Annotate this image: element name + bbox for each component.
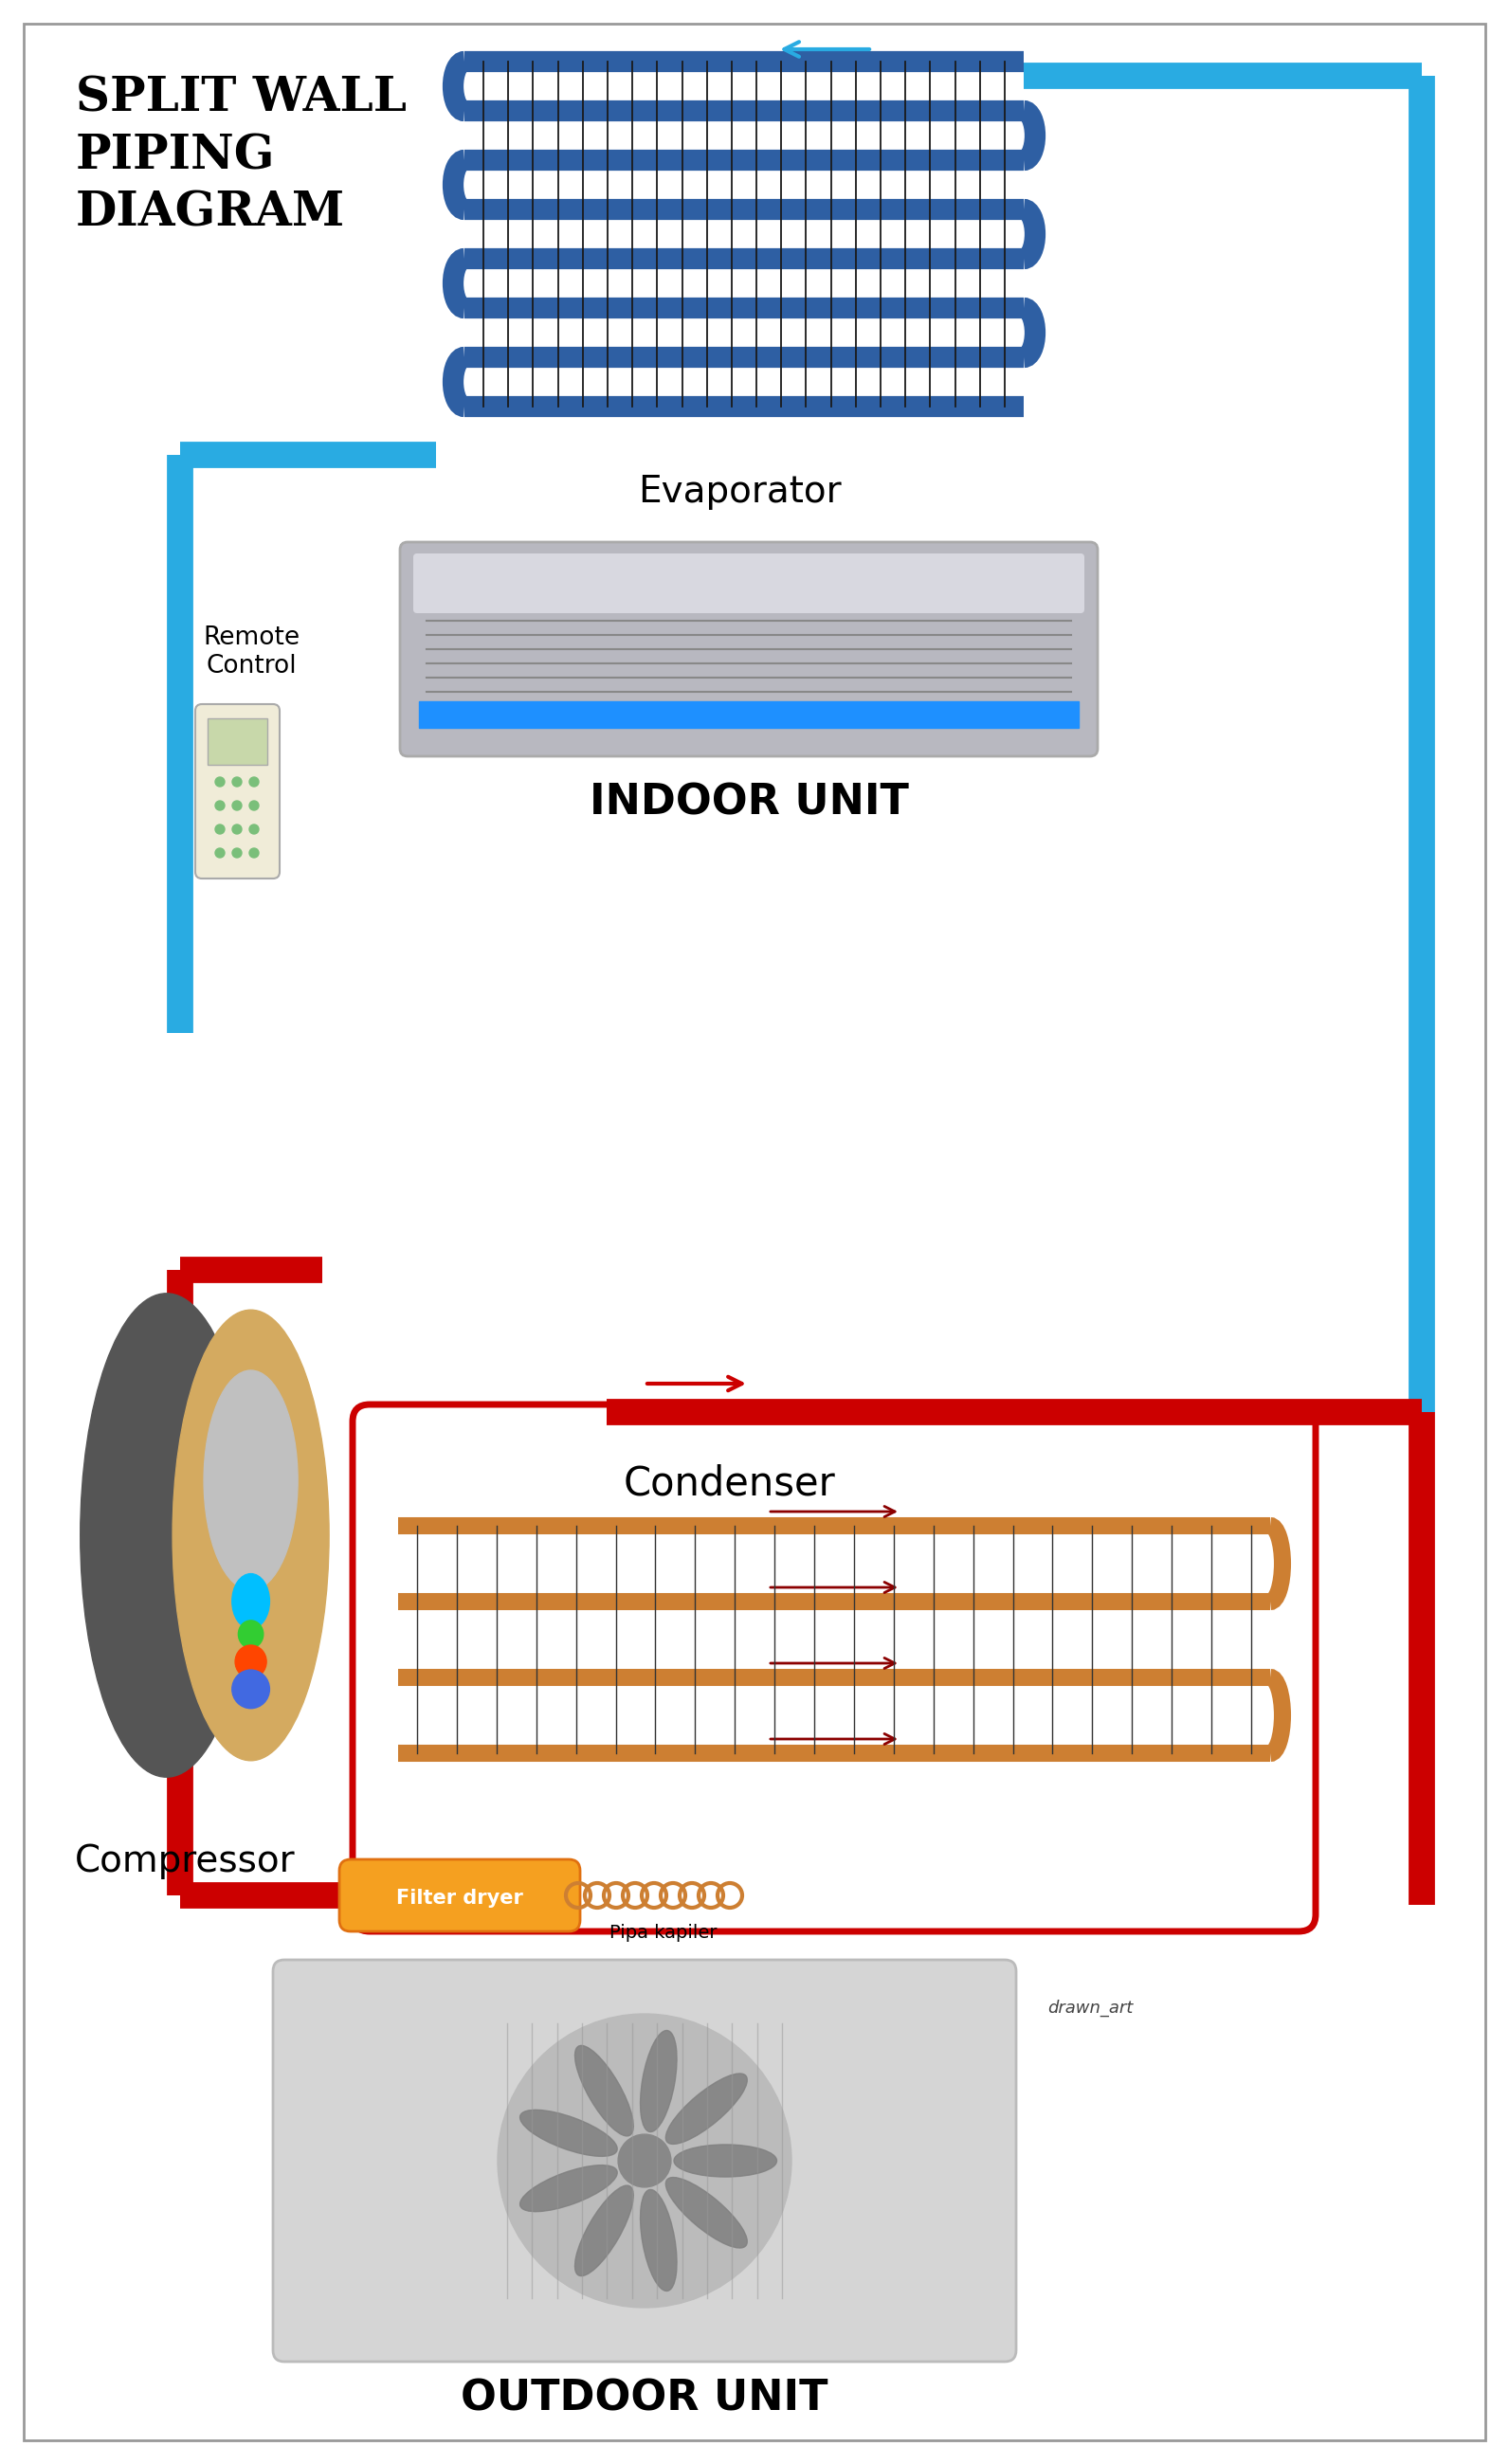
Text: Remote
Control: Remote Control bbox=[202, 626, 300, 678]
Circle shape bbox=[216, 848, 225, 857]
Circle shape bbox=[619, 2134, 672, 2188]
Circle shape bbox=[232, 848, 241, 857]
Circle shape bbox=[249, 776, 258, 786]
Ellipse shape bbox=[665, 2075, 747, 2144]
FancyBboxPatch shape bbox=[24, 25, 1485, 2439]
Ellipse shape bbox=[232, 1574, 270, 1629]
Text: Condenser: Condenser bbox=[623, 1464, 836, 1503]
Text: Filter dryer: Filter dryer bbox=[397, 1890, 524, 1907]
Circle shape bbox=[249, 825, 258, 833]
Ellipse shape bbox=[80, 1294, 252, 1777]
Ellipse shape bbox=[238, 1621, 263, 1648]
FancyBboxPatch shape bbox=[273, 1959, 1016, 2361]
FancyBboxPatch shape bbox=[195, 705, 279, 880]
Ellipse shape bbox=[575, 2186, 634, 2277]
Circle shape bbox=[232, 801, 241, 811]
Ellipse shape bbox=[575, 2045, 634, 2136]
Ellipse shape bbox=[172, 1311, 329, 1762]
Ellipse shape bbox=[235, 1646, 267, 1678]
Ellipse shape bbox=[665, 2178, 747, 2247]
Ellipse shape bbox=[675, 2144, 777, 2176]
Circle shape bbox=[249, 848, 258, 857]
Circle shape bbox=[249, 801, 258, 811]
Text: drawn_art: drawn_art bbox=[1047, 2001, 1133, 2018]
Circle shape bbox=[498, 2013, 791, 2309]
Ellipse shape bbox=[521, 2109, 617, 2156]
Text: INDOOR UNIT: INDOOR UNIT bbox=[589, 781, 908, 823]
FancyBboxPatch shape bbox=[413, 554, 1085, 614]
Circle shape bbox=[216, 825, 225, 833]
Text: OUTDOOR UNIT: OUTDOOR UNIT bbox=[460, 2378, 828, 2420]
Circle shape bbox=[232, 825, 241, 833]
Text: SPLIT WALL
PIPING
DIAGRAM: SPLIT WALL PIPING DIAGRAM bbox=[75, 76, 406, 237]
Text: Compressor: Compressor bbox=[74, 1843, 296, 1880]
FancyBboxPatch shape bbox=[353, 1404, 1316, 1932]
Ellipse shape bbox=[640, 2190, 678, 2292]
FancyBboxPatch shape bbox=[400, 542, 1097, 756]
Ellipse shape bbox=[232, 1671, 270, 1708]
Circle shape bbox=[232, 776, 241, 786]
Text: Pipa kapiler: Pipa kapiler bbox=[610, 1924, 717, 1942]
Ellipse shape bbox=[521, 2166, 617, 2213]
FancyBboxPatch shape bbox=[208, 719, 267, 764]
Ellipse shape bbox=[204, 1370, 297, 1589]
Text: Evaporator: Evaporator bbox=[638, 473, 841, 510]
Circle shape bbox=[216, 801, 225, 811]
Circle shape bbox=[216, 776, 225, 786]
Ellipse shape bbox=[640, 2030, 678, 2131]
FancyBboxPatch shape bbox=[340, 1860, 579, 1932]
Bar bbox=[420, 702, 1079, 727]
